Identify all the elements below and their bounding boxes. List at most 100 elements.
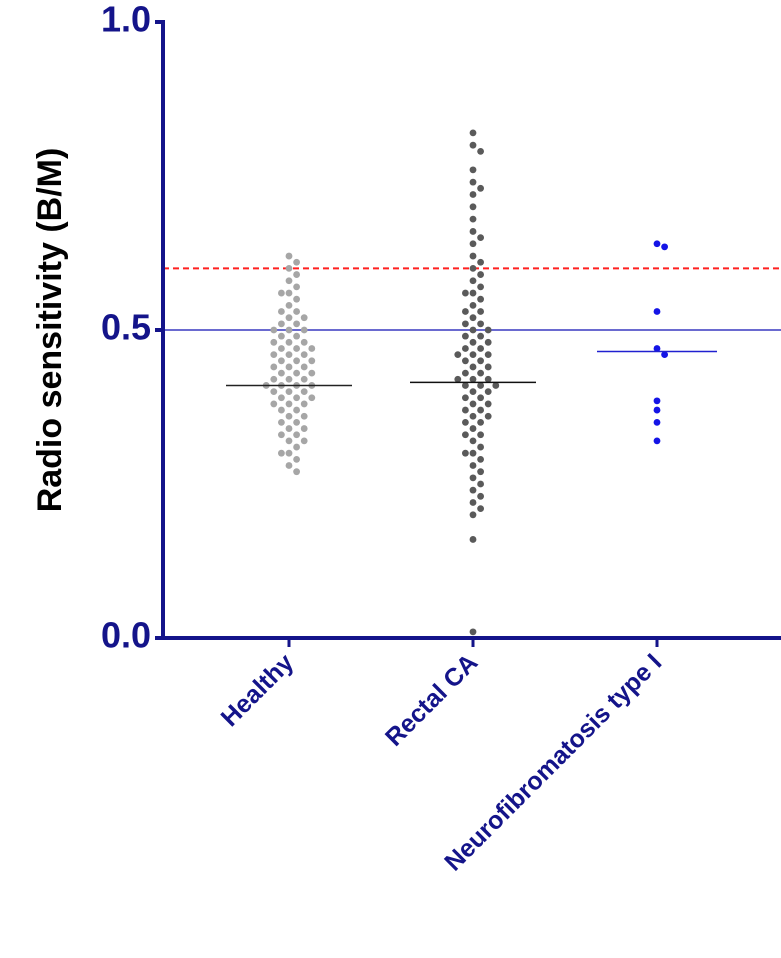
data-point (477, 271, 484, 278)
data-point (469, 363, 477, 371)
data-point (278, 332, 285, 340)
data-point (469, 215, 477, 223)
data-point (308, 345, 316, 352)
data-point (469, 228, 477, 235)
data-point (477, 345, 484, 352)
data-point (469, 499, 477, 506)
data-point (285, 265, 293, 272)
data-point (462, 394, 469, 402)
data-point (454, 375, 462, 383)
data-point (469, 511, 477, 519)
data-point (469, 351, 477, 359)
data-point (477, 332, 484, 340)
data-point (477, 258, 484, 266)
data-point (477, 394, 484, 402)
data-point (293, 455, 300, 463)
data-point (285, 462, 293, 469)
data-point (285, 326, 293, 334)
data-point (293, 271, 300, 278)
data-point (653, 240, 661, 248)
data-point (300, 437, 308, 445)
data-point (484, 375, 492, 383)
data-point (477, 320, 484, 328)
y-tick-label: 0.5 (101, 307, 151, 348)
data-point (308, 369, 316, 377)
data-point (477, 283, 484, 291)
data-point (469, 326, 477, 334)
data-point (300, 388, 308, 395)
data-point (477, 369, 484, 377)
data-point (278, 419, 285, 426)
data-point (484, 326, 492, 334)
data-point (484, 338, 492, 346)
data-point (462, 406, 469, 414)
data-point (462, 308, 469, 315)
data-point (285, 400, 293, 408)
data-point (462, 419, 469, 426)
data-point (469, 265, 477, 272)
data-point (278, 320, 285, 328)
data-point (462, 369, 469, 377)
data-point (484, 388, 492, 395)
data-point (454, 351, 462, 359)
data-point (477, 406, 484, 414)
data-point (477, 455, 484, 463)
data-point (278, 308, 285, 315)
data-point (270, 351, 278, 359)
data-point (293, 345, 300, 352)
data-point (469, 536, 477, 543)
data-point (285, 338, 293, 346)
data-point (270, 326, 278, 334)
data-point (293, 295, 300, 303)
data-point (469, 191, 477, 198)
data-point (462, 320, 469, 328)
data-point (469, 252, 477, 260)
data-point (492, 382, 500, 389)
data-point (278, 345, 285, 352)
data-point (285, 351, 293, 359)
data-point (293, 468, 300, 476)
data-point (285, 277, 293, 285)
x-tick-label: Healthy (216, 648, 300, 732)
data-point (484, 400, 492, 408)
data-point (477, 308, 484, 315)
data-point (469, 289, 477, 297)
data-point (300, 375, 308, 383)
data-point (477, 147, 484, 155)
data-point (469, 314, 477, 322)
data-point (469, 129, 477, 137)
data-point (469, 338, 477, 346)
data-point (293, 406, 300, 414)
data-point (462, 431, 469, 439)
data-point (278, 357, 285, 365)
x-tick-label: Neurofibromatosis type I (439, 648, 667, 876)
data-point (477, 431, 484, 439)
data-point (285, 412, 293, 420)
data-point (477, 382, 484, 389)
data-point (477, 480, 484, 488)
y-axis-label: Radio sensitivity (B/M) (31, 148, 69, 513)
data-point (270, 338, 278, 346)
data-point (477, 419, 484, 426)
data-point (293, 443, 300, 451)
data-point (285, 375, 293, 383)
data-point (477, 295, 484, 303)
data-point (278, 394, 285, 402)
data-point (484, 351, 492, 359)
data-point (270, 375, 278, 383)
data-point (293, 431, 300, 439)
data-point (285, 252, 293, 260)
data-point (270, 363, 278, 371)
data-point (285, 314, 293, 322)
data-point (653, 406, 661, 414)
data-point (293, 369, 300, 377)
data-point (462, 382, 469, 389)
data-point (653, 437, 661, 445)
data-point (462, 357, 469, 365)
data-point (293, 419, 300, 426)
data-point (293, 357, 300, 365)
data-point (477, 492, 484, 500)
data-point (469, 141, 477, 149)
data-point (278, 369, 285, 377)
